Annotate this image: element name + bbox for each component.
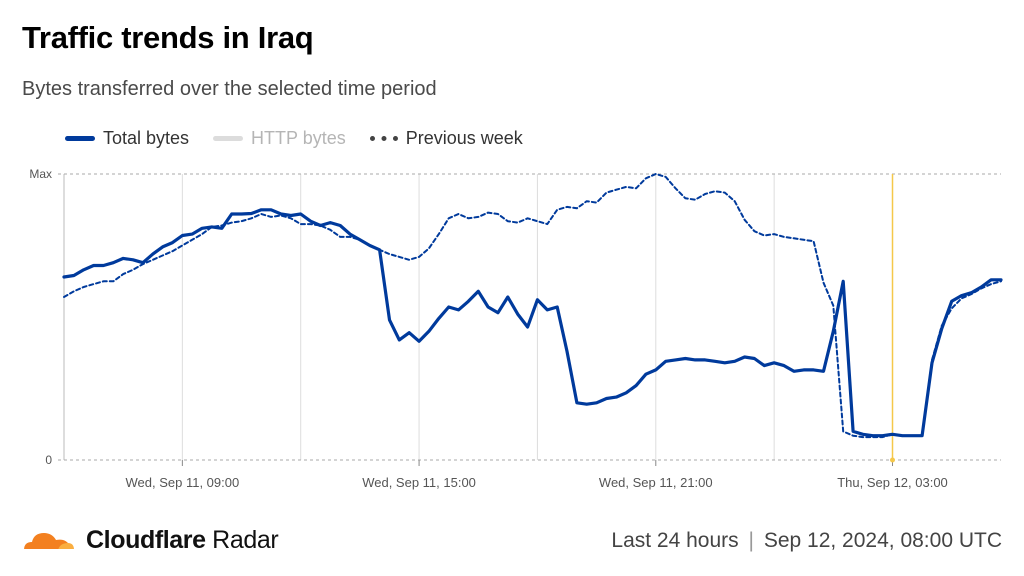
legend-swatch-previous [369,136,398,141]
footer-timestamp: Last 24 hours | Sep 12, 2024, 08:00 UTC [611,529,1002,553]
timestamp-label: Sep 12, 2024, 08:00 UTC [763,529,1002,552]
series-line-total-bytes [62,208,1003,438]
legend: Total bytes HTTP bytes Previous week [65,128,523,149]
legend-item-previous[interactable]: Previous week [369,128,523,149]
legend-swatch-http [213,136,244,141]
current-time-marker-dot [890,457,896,463]
legend-item-http[interactable]: HTTP bytes [213,128,346,149]
x-tick-label: Thu, Sep 12, 03:00 [837,475,948,490]
cloudflare-radar-logo[interactable]: Cloudflare Radar [20,524,279,556]
legend-swatch-total [65,136,95,141]
brand-cloudflare: Cloudflare [86,525,206,554]
legend-label-http: HTTP bytes [251,128,346,148]
legend-label-previous: Previous week [405,128,523,148]
footer-separator: | [748,529,754,552]
brand-name: Cloudflare Radar [86,525,279,555]
brand-product: Radar [212,525,279,554]
x-tick-label: Wed, Sep 11, 09:00 [125,475,239,490]
chart-subtitle: Bytes transferred over the selected time… [22,78,437,100]
traffic-chart: Max 0 Wed, Sep 11, 09:00 Wed, Sep 11, 15:00… [29,167,1003,490]
y-tick-label: 0 [45,453,52,467]
y-tick-label: Max [29,167,52,181]
time-range-label: Last 24 hours [611,529,739,552]
chart-title: Traffic trends in Iraq [22,20,314,55]
x-tick-label: Wed, Sep 11, 15:00 [362,475,476,490]
cloud-icon [23,533,75,551]
series-line-previous-week [63,173,1002,439]
x-tick-label: Wed, Sep 11, 21:00 [599,475,713,490]
legend-label-total: Total bytes [103,128,190,148]
legend-item-total[interactable]: Total bytes [65,128,189,149]
